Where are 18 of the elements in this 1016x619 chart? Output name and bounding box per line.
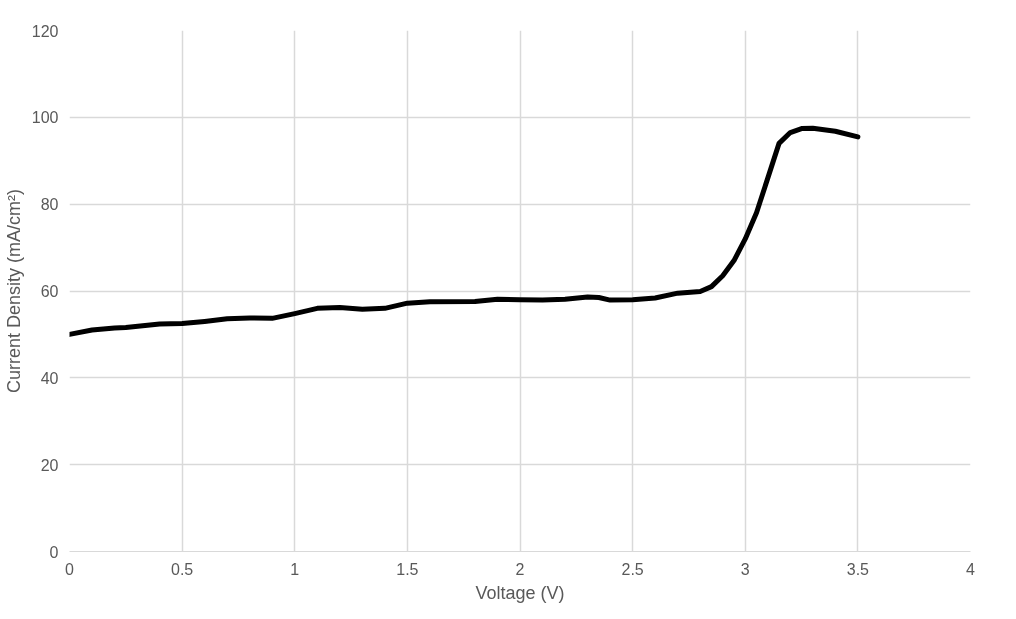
y-tick-label: 40: [40, 369, 59, 387]
x-tick-label: 3: [740, 560, 750, 578]
x-tick-label: 0: [65, 560, 75, 578]
x-tick-label: 1: [290, 560, 300, 578]
y-tick-label: 20: [40, 456, 59, 474]
y-tick-label: 120: [31, 22, 59, 40]
x-tick-label: 1.5: [396, 560, 419, 578]
y-tick-label: 100: [31, 109, 59, 127]
x-tick-label: 2.5: [621, 560, 644, 578]
y-axis-title: Current Density (mA/cm²): [3, 188, 24, 394]
x-tick-label: 3.5: [846, 560, 870, 578]
y-tick-label: 0: [49, 543, 59, 561]
x-tick-label: 4: [966, 560, 976, 578]
y-tick-label: 80: [40, 196, 59, 214]
x-tick-label: 0.5: [171, 560, 194, 578]
x-axis-title: Voltage (V): [475, 582, 565, 603]
x-tick-label: 2: [515, 560, 525, 578]
y-tick-label: 60: [40, 283, 59, 300]
